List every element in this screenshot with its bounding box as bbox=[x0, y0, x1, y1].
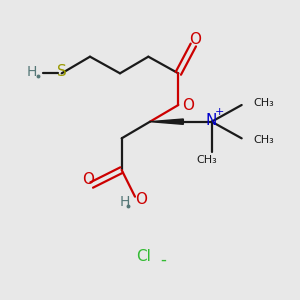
Text: H: H bbox=[26, 65, 37, 79]
Text: O: O bbox=[82, 172, 94, 188]
Text: O: O bbox=[182, 98, 194, 112]
Polygon shape bbox=[150, 119, 183, 124]
Text: Cl: Cl bbox=[136, 249, 151, 264]
Text: S: S bbox=[57, 64, 67, 79]
Text: O: O bbox=[135, 193, 147, 208]
Text: +: + bbox=[214, 107, 224, 117]
Text: CH₃: CH₃ bbox=[253, 135, 274, 145]
Text: O: O bbox=[189, 32, 201, 47]
Text: N: N bbox=[206, 112, 218, 128]
Text: -: - bbox=[160, 251, 166, 269]
Text: CH₃: CH₃ bbox=[196, 155, 217, 165]
Text: CH₃: CH₃ bbox=[253, 98, 274, 108]
Text: H: H bbox=[120, 195, 130, 209]
